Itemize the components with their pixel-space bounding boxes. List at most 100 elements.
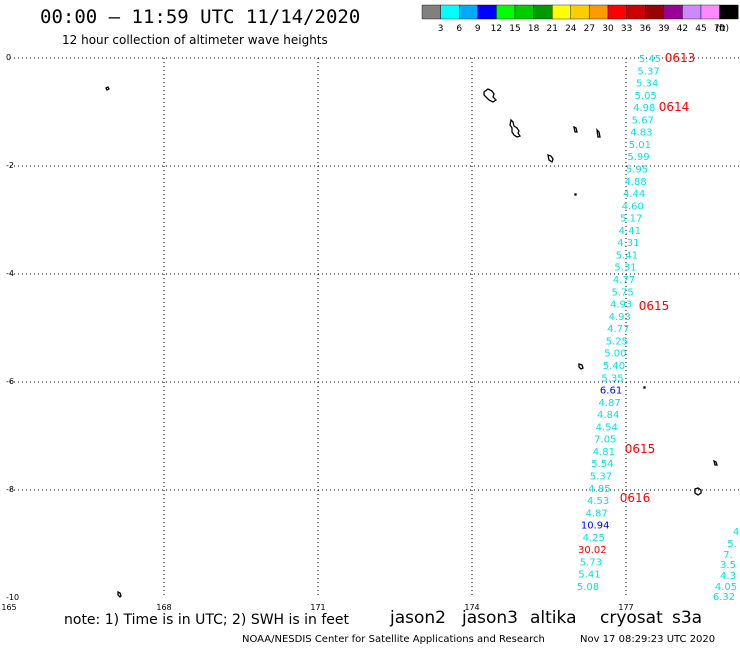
time-label: 0614 [659, 100, 690, 114]
colorbar-label: 42 [677, 24, 688, 34]
latitude-label: -4 [6, 269, 14, 278]
swh-value: 4.77 [607, 324, 629, 335]
longitude-label: 165 [1, 603, 16, 612]
latitude-label: 0 [6, 53, 11, 62]
timestamp: Nov 17 08:29:23 UTC 2020 [580, 634, 716, 645]
swh-value-partial: 7. [723, 550, 733, 561]
legend-altika: altika [530, 608, 577, 628]
swh-value: 4.81 [593, 447, 615, 458]
colorbar-label: 3 [438, 24, 444, 34]
swh-value: 5.41 [578, 570, 600, 581]
colorbar-swatch [645, 4, 665, 20]
colorbar-label: 36 [639, 24, 651, 34]
colorbar-swatch [477, 4, 497, 20]
swh-value: 5.45 [639, 54, 661, 65]
swh-value: 4.88 [624, 177, 646, 188]
longitude-label: 174 [464, 603, 479, 612]
island-outline [483, 88, 498, 103]
swh-value: 5.95 [626, 165, 648, 176]
swh-value: 4.93 [610, 300, 632, 311]
swh-value: 4.77 [613, 275, 635, 286]
island-outline [547, 154, 554, 164]
island-outline [509, 118, 522, 138]
swh-value: 5.17 [620, 214, 642, 225]
swh-value: 5.31 [614, 263, 636, 274]
swh-value-partial: 4 [733, 527, 739, 538]
colorbar-unit: (ft) [715, 24, 729, 34]
swh-value: 4.87 [598, 398, 620, 409]
swh-value-partial: 4.3 [720, 571, 736, 582]
legend-jason3: jason3 [462, 608, 518, 628]
island-outline [596, 128, 601, 138]
swh-value: 5.01 [629, 140, 651, 151]
colorbar-swatch [607, 4, 627, 20]
island-outline [694, 487, 702, 496]
island-outline [578, 363, 584, 370]
swh-value: 5.40 [603, 361, 625, 372]
colorbar-label: 27 [584, 24, 595, 34]
colorbar-swatch [626, 4, 646, 20]
swh-value: 5.37 [637, 66, 659, 77]
legend-jason2: jason2 [390, 608, 446, 628]
longitude-label: 177 [618, 603, 633, 612]
longitude-label: 168 [156, 603, 171, 612]
swh-value: 4.87 [586, 508, 608, 519]
colorbar-swatch [663, 4, 683, 20]
colorbar-swatch [552, 4, 572, 20]
colorbar-label: 9 [475, 24, 481, 34]
swh-value: 4.53 [587, 496, 609, 507]
colorbar-swatch [589, 4, 609, 20]
colorbar-label: 70 [714, 24, 726, 34]
swh-value: 6.61 [600, 386, 622, 397]
colorbar-label: 30 [602, 24, 614, 34]
legend-s3a: s3a [672, 608, 703, 628]
swh-value-partial: 6.32 [713, 592, 735, 603]
colorbar-swatch [533, 4, 553, 20]
swh-value: 5.41 [616, 250, 638, 261]
swh-value: 4.85 [588, 484, 610, 495]
swh-value: 4.83 [630, 128, 652, 139]
colorbar-swatch [421, 4, 441, 20]
swh-value: 5.35 [601, 373, 623, 384]
page-title: 00:00 – 11:59 UTC 11/14/2020 [40, 6, 361, 28]
time-label: 0616 [620, 491, 651, 505]
colorbar-swatch [440, 4, 460, 20]
footer-note: note: 1) Time is in UTC; 2) SWH is in fe… [64, 612, 350, 628]
island-outline [573, 125, 578, 133]
colorbar-label: 6 [456, 24, 462, 34]
swh-value: 4.31 [617, 238, 639, 249]
swh-value: 4.54 [596, 422, 618, 433]
island-outline [713, 459, 718, 466]
swh-value: 5.73 [580, 557, 602, 568]
colorbar-swatch [700, 4, 720, 20]
island-outline [574, 193, 577, 196]
swh-value: 5.25 [606, 336, 628, 347]
swh-value: 7.05 [594, 435, 616, 446]
colorbar-label: 45 [695, 24, 706, 34]
swh-value-partial: 4.05 [715, 582, 737, 593]
colorbar-label: 33 [621, 24, 632, 34]
swh-value: 5.34 [636, 79, 658, 90]
colorbar-swatch [682, 4, 702, 20]
credit-line: NOAA/NESDIS Center for Satellite Applica… [242, 634, 545, 645]
island-outline [105, 86, 110, 91]
colorbar-swatch [570, 4, 590, 20]
colorbar-label: 24 [565, 24, 577, 34]
swh-value: 4.44 [623, 189, 645, 200]
swh-value: 5.54 [591, 459, 613, 470]
swh-value: 4.98 [633, 103, 655, 114]
colorbar-swatch [496, 4, 516, 20]
colorbar-swatch [459, 4, 479, 20]
island-outline [643, 386, 646, 389]
swh-value: 4.84 [597, 410, 619, 421]
swh-value: 5.75 [611, 287, 633, 298]
island-outline [117, 590, 122, 598]
swh-value: 5.99 [627, 152, 649, 163]
colorbar-label: 21 [546, 24, 557, 34]
page-subtitle: 12 hour collection of altimeter wave hei… [62, 33, 328, 47]
time-label: 0615 [625, 442, 656, 456]
swh-value: 5.37 [590, 471, 612, 482]
swh-value: 10.94 [581, 521, 610, 532]
